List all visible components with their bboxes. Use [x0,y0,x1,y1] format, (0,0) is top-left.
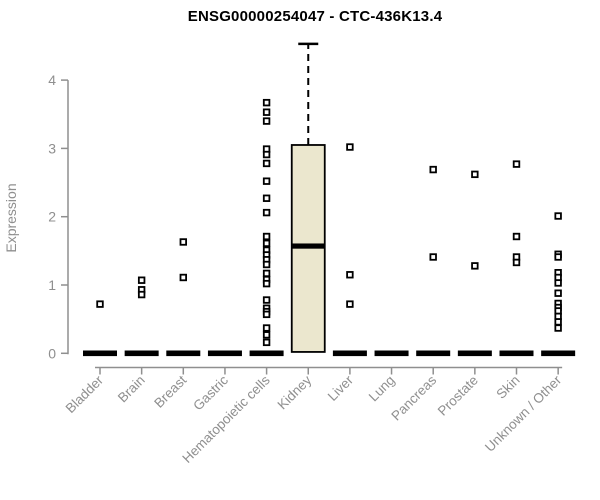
outlier-point [512,232,521,241]
outlier-point [262,239,271,248]
x-tick-label: Prostate [435,373,481,419]
outlier-point [137,276,146,284]
y-tick-label: 1 [48,277,56,293]
outlier-point [262,177,271,185]
zero-bar-10 [499,350,534,357]
chart-title: ENSG00000254047 - CTC-436K13.4 [187,8,443,25]
outlier-point [471,262,479,270]
outlier-point [346,143,354,151]
x-tick-label: Liver [325,372,357,404]
median-line [291,243,325,249]
outlier-point [262,208,271,217]
x-tick-label: Kidney [275,372,315,412]
outlier-point [554,212,562,220]
zero-bar-8 [416,350,451,357]
outlier-point [554,318,562,326]
outlier-point [429,165,437,174]
y-tick-label: 3 [48,140,56,156]
outlier-point [262,338,271,347]
outlier-point [429,253,437,261]
outlier-point [262,324,271,332]
outlier-point [179,238,187,246]
outlier-point [554,324,562,332]
x-tick-label: Unknown / Other [482,372,565,455]
x-tick-label: Lung [366,373,398,405]
outlier-point [262,296,271,304]
x-tick-label: Gastric [190,372,231,413]
x-tick-label: Pancreas [388,372,439,423]
outlier-point [262,117,271,125]
outlier-point [262,260,271,269]
x-tick-label: Breast [151,372,189,410]
zero-bar-2 [166,350,201,357]
outlier-point [512,160,521,168]
x-tick-label: Bladder [63,372,107,416]
zero-bar-3 [207,350,242,357]
zero-bar-6 [332,350,367,357]
y-tick-label: 0 [48,345,56,361]
x-tick-label: Skin [493,373,522,402]
outlier-point [262,279,271,288]
outlier-point [262,150,271,159]
outlier-point [262,269,271,278]
outlier-point [179,273,187,282]
outlier-point [346,300,354,308]
outlier-point [554,253,562,261]
outlier-point [471,170,479,179]
zero-bar-11 [541,350,576,357]
zero-bar-1 [124,350,159,357]
outlier-point [262,194,271,202]
outlier-point [512,258,521,267]
outlier-point [262,232,271,241]
outlier-point [137,290,146,299]
x-tick-label: Brain [115,373,148,406]
outlier-point [554,279,562,287]
outlier-point [262,159,271,168]
y-tick-label: 2 [48,209,56,225]
outlier-point [262,98,271,107]
outlier-point [262,108,271,116]
outlier-point [554,289,562,297]
zero-bar-9 [457,350,492,357]
zero-bar-7 [374,350,409,357]
outlier-point [96,300,104,308]
zero-bar-4 [249,350,284,357]
outlier-point [346,271,354,279]
outlier-point [262,331,271,339]
y-tick-label: 4 [48,72,56,88]
zero-bar-0 [83,350,117,357]
outlier-point [262,310,271,319]
